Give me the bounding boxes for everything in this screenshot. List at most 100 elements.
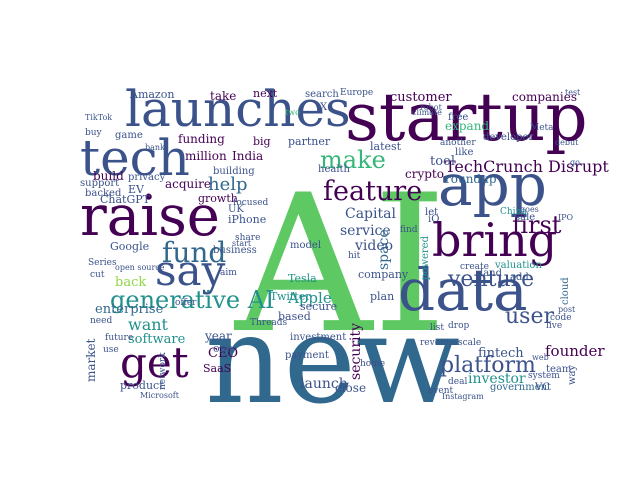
word-revenue: list xyxy=(430,323,444,333)
word-x: X xyxy=(320,102,328,113)
word-tesla: Tesla xyxy=(288,272,317,285)
word-climate: robot xyxy=(420,103,443,112)
word-health: health xyxy=(318,164,351,175)
word-product: product xyxy=(120,379,164,392)
word-app: app xyxy=(438,151,547,219)
word-market: market xyxy=(84,338,98,382)
word-data: data xyxy=(398,256,528,324)
word-home: home xyxy=(360,359,385,369)
word-founder: founder xyxy=(545,342,605,360)
word-cut: cut xyxy=(90,270,105,280)
word-event: event xyxy=(428,386,454,396)
word-support: support xyxy=(80,178,119,189)
word-let: let xyxy=(425,207,438,218)
word-take: take xyxy=(210,89,236,103)
word-startup: startup xyxy=(345,79,588,156)
word-service: service xyxy=(340,223,391,239)
word-venture: venture xyxy=(447,267,534,292)
word-way: way xyxy=(567,364,578,385)
word-secure: secure xyxy=(300,300,337,313)
word-million: million xyxy=(185,149,227,163)
word-sale: sale xyxy=(515,212,535,223)
word-roundup: roundup xyxy=(445,172,497,186)
word-search: search xyxy=(305,89,339,100)
word-team: team xyxy=(546,364,572,375)
word-series: Series xyxy=(88,258,117,268)
word-investor: investor xyxy=(468,371,526,387)
word-add: add xyxy=(510,272,529,283)
word-free: free xyxy=(448,112,468,123)
word-buy: buy xyxy=(85,128,103,138)
word-create: create xyxy=(460,262,489,272)
word-company: company xyxy=(358,268,409,281)
word-fintech: fintech xyxy=(478,346,524,361)
word-crypto: crypto xyxy=(405,167,444,181)
word-debut: debut xyxy=(555,138,579,147)
word-chatgpt: ChatGPT xyxy=(100,193,151,206)
word-tiktok: TikTok xyxy=(85,113,112,122)
word-raise: raise xyxy=(80,184,220,249)
word-tech: tech xyxy=(80,129,190,187)
word-say: say xyxy=(155,246,226,295)
word-investment: investment xyxy=(290,332,346,343)
word-companies: companies xyxy=(512,90,577,104)
word-ev: EV xyxy=(128,183,145,196)
word-acquire: acquire xyxy=(165,177,211,191)
word-future: future xyxy=(105,333,133,343)
word-developer: developer xyxy=(483,132,533,143)
word-year: year xyxy=(204,329,232,343)
word-two: drop xyxy=(448,321,469,331)
word-deal: deal xyxy=(448,377,467,387)
word-tool: tool xyxy=(430,154,455,169)
word-partner: partner xyxy=(288,135,331,148)
word-google: Google xyxy=(110,240,149,253)
word-help: help xyxy=(208,174,248,195)
word-live: live xyxy=(546,321,562,331)
word-funding: funding xyxy=(178,132,225,146)
word-like: like xyxy=(455,147,473,158)
word-code: code xyxy=(550,313,572,323)
word-start: start xyxy=(232,239,252,248)
word-growth: growth xyxy=(198,192,238,205)
word-test: test xyxy=(565,88,581,97)
word-open-source: open source xyxy=(115,263,165,272)
word-make: make xyxy=(320,146,386,174)
word-big: big xyxy=(253,135,271,148)
word-platform: platform xyxy=(440,353,536,378)
word-customer: customer xyxy=(390,90,452,105)
word-web: web xyxy=(532,353,549,362)
word-building: building xyxy=(213,166,255,177)
word-threads: Threads xyxy=(250,318,288,328)
word-latest: latest xyxy=(370,140,402,153)
word-feature: feature xyxy=(323,176,422,207)
word-post: post xyxy=(558,305,576,314)
word-focused: focused xyxy=(233,198,269,208)
word-fund: fund xyxy=(162,236,226,269)
word-find: find xyxy=(400,225,418,235)
word-bring: bring xyxy=(432,213,557,267)
word-use: use xyxy=(103,345,119,355)
word-uk: UK xyxy=(228,204,244,215)
word-space: space xyxy=(376,229,392,270)
word-back: back xyxy=(115,275,146,290)
word-firm: scale xyxy=(458,338,481,348)
word-iphone: iPhone xyxy=(228,213,266,226)
word-need: need xyxy=(90,316,112,326)
word-new: new xyxy=(205,289,460,431)
word-privacy: privacy xyxy=(128,172,166,183)
word-hit: hit xyxy=(348,251,361,261)
word-capital: Capital xyxy=(345,206,396,222)
word-cloud: cloud xyxy=(560,277,571,305)
word-sell: climate xyxy=(412,108,442,117)
word-model: model xyxy=(290,240,321,251)
word-europe: Europe xyxy=(340,88,373,98)
word-apple: Apple xyxy=(287,289,332,307)
word-network: network xyxy=(158,352,168,390)
word-ipo: IPO xyxy=(558,213,574,222)
word-security: security xyxy=(348,323,364,380)
word-system: system xyxy=(528,371,560,381)
word-enterprise: enterprise xyxy=(95,302,164,317)
word-get: get xyxy=(120,338,189,387)
word-game: game xyxy=(115,130,143,141)
